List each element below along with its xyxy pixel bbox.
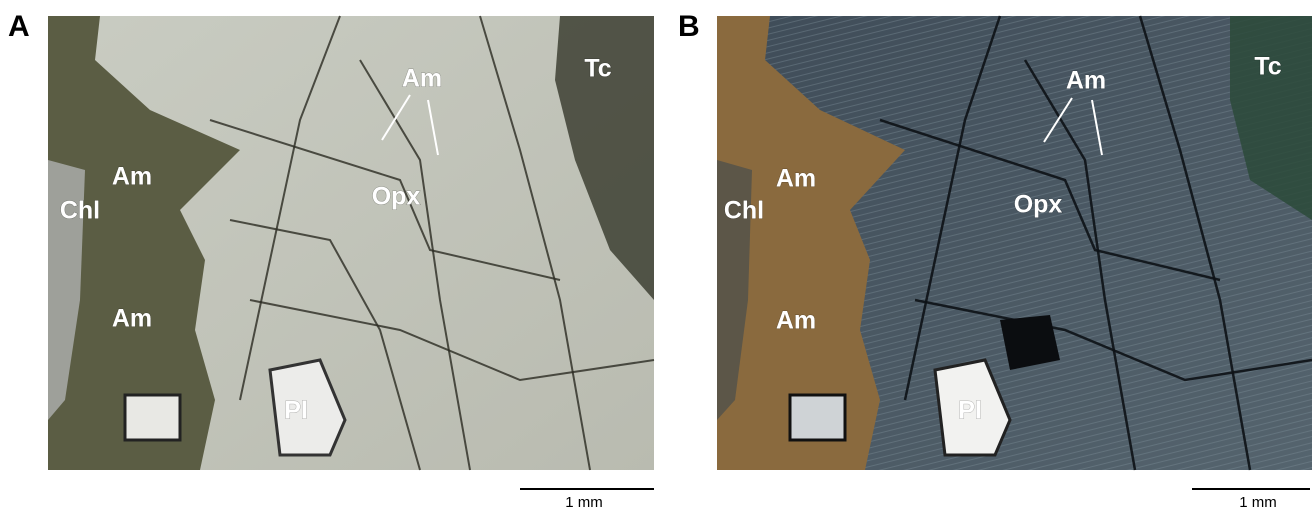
panel-label: A [8, 10, 30, 43]
mineral-label: Pl [958, 397, 982, 425]
opaque-grain [1000, 315, 1060, 370]
mineral-label: Am [776, 165, 816, 193]
scale-bar-label: 1 mm [565, 494, 603, 511]
mineral-label: Opx [372, 183, 421, 211]
panel-b: Am Tc Am Opx Chl Am Pl B 1 mm [678, 10, 1312, 511]
panel-label: B [678, 10, 700, 43]
mineral-label: Chl [724, 197, 764, 225]
figure: Am Tc Am Opx Chl Am Pl A 1 mm Am Tc Am O… [0, 0, 1312, 512]
mineral-label: Am [112, 163, 152, 191]
mineral-label: Am [402, 65, 442, 93]
mineral-label: Am [776, 307, 816, 335]
mineral-label: Pl [284, 397, 308, 425]
mineral-label: Am [1066, 67, 1106, 95]
mineral-label: Am [112, 305, 152, 333]
mineral-label: Tc [1254, 53, 1281, 81]
mineral-label: Chl [60, 197, 100, 225]
panel-a: Am Tc Am Opx Chl Am Pl A 1 mm [8, 10, 654, 511]
grain [125, 395, 180, 440]
scale-bar-label: 1 mm [1239, 494, 1277, 511]
mineral-label: Tc [584, 55, 611, 83]
grain [790, 395, 845, 440]
mineral-label: Opx [1014, 191, 1063, 219]
